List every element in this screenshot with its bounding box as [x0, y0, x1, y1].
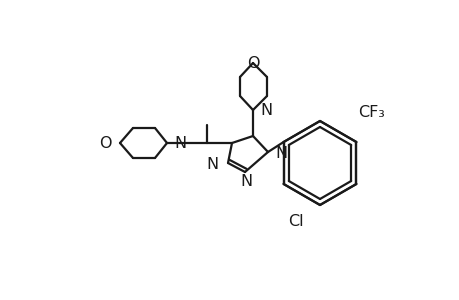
Text: N: N: [207, 157, 218, 172]
Text: N: N: [174, 136, 186, 151]
Text: CF₃: CF₃: [358, 104, 385, 119]
Text: O: O: [99, 136, 112, 151]
Text: N: N: [240, 173, 252, 188]
Text: N: N: [259, 103, 272, 118]
Text: N: N: [274, 146, 286, 160]
Text: Cl: Cl: [287, 214, 303, 230]
Text: O: O: [246, 56, 259, 70]
